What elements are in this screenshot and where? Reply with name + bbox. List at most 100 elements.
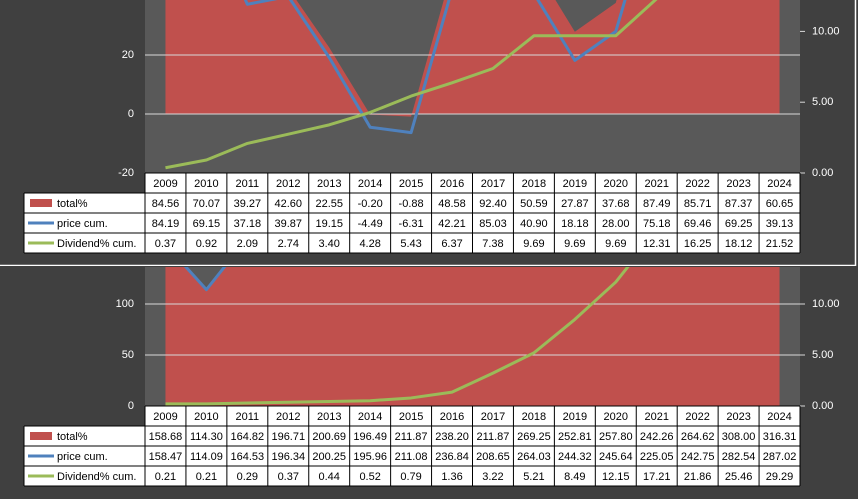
table-value: 238.20: [435, 431, 469, 443]
y2-tick-label: 0.00: [812, 400, 833, 412]
y2-tick-label: 10.00: [812, 25, 840, 37]
table-value: 9.69: [523, 238, 544, 250]
table-value: 0.37: [278, 471, 299, 483]
y-tick-label: 0: [128, 400, 134, 412]
table-body: [24, 193, 800, 253]
table-value: 84.19: [152, 218, 180, 230]
table-value: 211.08: [395, 451, 428, 463]
table-value: 37.68: [602, 198, 630, 210]
table-value: 18.18: [561, 218, 589, 230]
table-value: -4.49: [358, 218, 383, 230]
table-value: 12.15: [602, 471, 630, 483]
x-tick-label: 2015: [399, 178, 423, 190]
table-value: 0.37: [155, 238, 176, 250]
table-value: 208.65: [476, 451, 510, 463]
table-value: 158.47: [149, 451, 183, 463]
table-value: 196.49: [353, 431, 387, 443]
table-value: 87.37: [725, 198, 753, 210]
table-value: 18.12: [725, 238, 753, 250]
table-value: 242.75: [681, 451, 715, 463]
y2-tick-label: 5.00: [812, 349, 833, 361]
table-value: 5.21: [523, 471, 544, 483]
table-value: 264.62: [681, 431, 715, 443]
table-value: 69.25: [725, 218, 753, 230]
x-tick-label: 2014: [358, 178, 382, 190]
table-value: 5.43: [400, 238, 421, 250]
table-value: 25.46: [725, 471, 753, 483]
legend-label: total%: [57, 198, 88, 210]
y-tick-label: 100: [116, 298, 134, 310]
table-value: 17.21: [643, 471, 671, 483]
table-value: 3.40: [319, 238, 340, 250]
table-value: 4.28: [359, 238, 380, 250]
table-value: 236.84: [435, 451, 469, 463]
x-tick-label: 2012: [276, 411, 300, 423]
line: [243, 0, 627, 135]
table-value: 9.69: [605, 238, 626, 250]
legend-label: price cum.: [57, 451, 108, 463]
y-tick-label: -20: [118, 167, 134, 179]
table-value: 257.80: [599, 431, 633, 443]
table-value: 40.90: [520, 218, 548, 230]
table-value: 2.74: [278, 238, 299, 250]
table-value: 69.15: [193, 218, 221, 230]
table-value: 42.21: [438, 218, 466, 230]
table-value: 8.49: [564, 471, 585, 483]
x-tick-label: 2013: [317, 178, 341, 190]
x-tick-label: 2013: [317, 411, 341, 423]
x-tick-label: 2011: [236, 178, 260, 190]
table-value: 29.29: [766, 471, 794, 483]
table-value: 114.09: [190, 451, 223, 463]
table-value: 287.02: [763, 451, 797, 463]
x-tick-label: 2017: [481, 411, 505, 423]
table-value: 244.32: [558, 451, 592, 463]
x-tick-label: 2010: [194, 178, 218, 190]
table-value: 0.21: [196, 471, 217, 483]
table-value: 164.53: [231, 451, 265, 463]
x-tick-label: 2009: [153, 178, 177, 190]
table-value: -6.31: [399, 218, 424, 230]
table-value: 114.30: [190, 431, 223, 443]
x-tick-label: 2021: [644, 178, 668, 190]
legend-label: price cum.: [57, 218, 108, 230]
x-tick-label: 2011: [236, 411, 260, 423]
x-tick-label: 2020: [604, 411, 628, 423]
table-value: 39.87: [275, 218, 303, 230]
x-tick-label: 2014: [358, 411, 382, 423]
line: [165, 0, 658, 170]
x-tick-label: 2016: [440, 178, 464, 190]
table-value: 0.29: [237, 471, 258, 483]
table-value: 39.13: [766, 218, 794, 230]
table-value: 0.79: [400, 471, 421, 483]
legend-label: total%: [57, 431, 88, 443]
y-tick-label: 20: [122, 49, 134, 61]
table-value: -0.20: [358, 198, 383, 210]
x-tick-label: 2024: [767, 178, 791, 190]
table-value: 158.68: [149, 431, 183, 443]
table-value: 16.25: [684, 238, 712, 250]
legend-key: [30, 432, 52, 440]
x-tick-label: 2022: [685, 178, 709, 190]
x-tick-label: 2017: [481, 178, 505, 190]
table-value: 28.00: [602, 218, 630, 230]
x-tick-label: 2010: [194, 411, 218, 423]
table-value: 21.86: [684, 471, 712, 483]
table-value: 242.26: [640, 431, 674, 443]
y-tick-label: 50: [122, 349, 134, 361]
x-tick-label: 2023: [726, 178, 750, 190]
table-value: 84.56: [152, 198, 180, 210]
legend-label: Dividend% cum.: [57, 238, 136, 250]
table-value: 70.07: [193, 198, 221, 210]
table-value: 269.25: [517, 431, 551, 443]
table-value: 211.87: [395, 431, 428, 443]
table-value: 50.59: [520, 198, 548, 210]
table-value: 69.46: [684, 218, 712, 230]
x-tick-label: 2015: [399, 411, 423, 423]
table-value: 316.31: [763, 431, 797, 443]
x-tick-label: 2021: [644, 411, 668, 423]
table-value: 308.00: [722, 431, 756, 443]
table-value: 0.52: [359, 471, 380, 483]
table-value: 2.09: [237, 238, 258, 250]
table-value: 9.69: [564, 238, 585, 250]
